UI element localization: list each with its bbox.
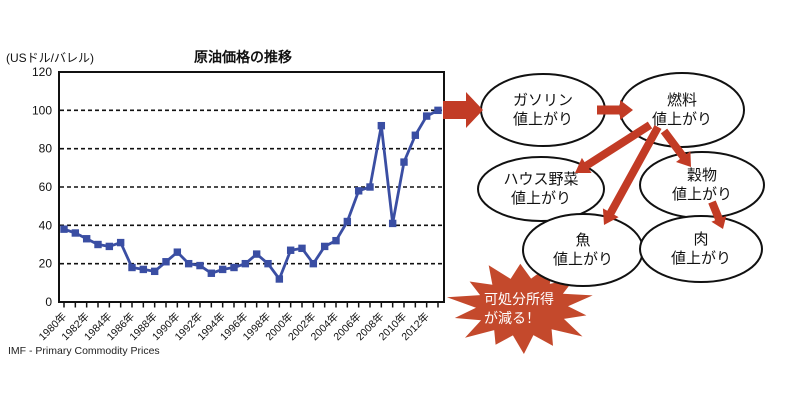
fuel-label-line1: 燃料 bbox=[667, 91, 697, 109]
data-point-marker bbox=[139, 265, 148, 274]
oil-price-line-chart: 0204060801001201980年1982年1984年1986年1988年… bbox=[32, 65, 445, 343]
data-point-marker bbox=[252, 250, 261, 258]
meat-label-line1: 肉 bbox=[693, 231, 708, 248]
arrow-gasoline-to-fuel bbox=[597, 100, 633, 120]
data-point-marker bbox=[309, 259, 318, 268]
data-point-marker bbox=[241, 259, 250, 268]
node-meat: 肉 値上がり bbox=[639, 215, 763, 283]
gasoline-label-line1: ガソリン bbox=[513, 92, 573, 109]
data-point-marker bbox=[434, 106, 442, 115]
y-tick-label: 80 bbox=[39, 142, 53, 156]
node-grain: 穀物 値上がり bbox=[639, 151, 765, 219]
data-point-marker bbox=[298, 244, 306, 253]
data-point-marker bbox=[116, 238, 125, 247]
data-point-marker bbox=[173, 248, 182, 256]
y-tick-label: 0 bbox=[45, 295, 52, 309]
arrow-fuel-to-grain bbox=[660, 128, 691, 167]
greenhouse-vegetables-label-line1: ハウス野菜 bbox=[503, 171, 578, 188]
data-point-marker bbox=[150, 267, 159, 276]
y-tick-label: 40 bbox=[39, 218, 53, 232]
grain-label-line2: 値上がり bbox=[672, 186, 732, 203]
source-note: IMF - Primary Commodity Prices bbox=[8, 345, 160, 357]
fish-ellipse bbox=[522, 213, 644, 287]
data-point-marker bbox=[207, 269, 216, 277]
data-point-marker bbox=[230, 263, 238, 272]
fuel-label-line2: 値上がり bbox=[652, 111, 712, 128]
data-point-marker bbox=[162, 258, 170, 266]
data-point-marker bbox=[94, 240, 102, 249]
data-point-marker bbox=[400, 158, 408, 166]
data-point-marker bbox=[71, 229, 80, 237]
meat-ellipse bbox=[639, 215, 763, 283]
data-point-marker bbox=[60, 225, 68, 233]
y-tick-label: 60 bbox=[39, 180, 53, 194]
meat-label-line2: 値上がり bbox=[671, 250, 731, 267]
data-point-marker bbox=[184, 259, 193, 268]
data-point-marker bbox=[275, 275, 284, 283]
price-line bbox=[63, 109, 439, 281]
arrow-fuel-to-fish bbox=[602, 125, 662, 225]
starburst-label-line1: 可処分所得 bbox=[484, 291, 554, 307]
disposable-income-starburst bbox=[446, 262, 593, 354]
data-point-marker bbox=[343, 217, 352, 226]
data-point-marker bbox=[128, 263, 136, 272]
y-axis-unit-label: (USドル/バレル) bbox=[6, 51, 94, 65]
y-tick-label: 120 bbox=[32, 65, 52, 79]
arrow-grain-to-meat bbox=[708, 200, 727, 229]
data-point-marker bbox=[388, 219, 397, 228]
gasoline-label-line2: 値上がり bbox=[513, 111, 573, 128]
data-point-marker bbox=[286, 246, 295, 254]
data-point-marker bbox=[366, 183, 374, 191]
data-point-marker bbox=[411, 131, 420, 139]
data-point-marker bbox=[196, 261, 204, 270]
data-point-marker bbox=[105, 242, 114, 251]
data-point-marker bbox=[264, 259, 272, 268]
fish-label-line2: 値上がり bbox=[553, 251, 613, 268]
y-tick-label: 20 bbox=[39, 257, 53, 271]
gasoline-ellipse bbox=[480, 73, 606, 147]
data-point-marker bbox=[320, 242, 329, 251]
grain-ellipse bbox=[639, 151, 765, 219]
price-effect-diagram: ガソリン 値上がり 燃料 値上がり ハウス野菜 値上がり 穀物 値上がり 魚 値… bbox=[443, 72, 765, 354]
node-gasoline: ガソリン 値上がり bbox=[480, 73, 606, 147]
fish-label-line1: 魚 bbox=[575, 232, 590, 249]
greenhouse-vegetables-label-line2: 値上がり bbox=[511, 190, 571, 207]
node-greenhouse-vegetables: ハウス野菜 値上がり bbox=[477, 156, 605, 222]
chart-title: 原油価格の推移 bbox=[194, 49, 292, 65]
starburst-label-line2: が減る！ bbox=[484, 310, 540, 326]
arrow-oil-price-chart-to-gasoline bbox=[443, 92, 483, 128]
data-point-marker bbox=[332, 236, 340, 245]
starburst-text: 可処分所得 が減る！ bbox=[484, 291, 554, 326]
data-point-marker bbox=[82, 235, 91, 243]
grain-label-line1: 穀物 bbox=[687, 167, 717, 184]
data-point-marker bbox=[377, 121, 386, 130]
greenhouse-vegetables-ellipse bbox=[477, 156, 605, 222]
data-point-marker bbox=[218, 265, 227, 274]
arrow-fuel-to-greenhouse-vegetables bbox=[575, 121, 653, 173]
y-tick-label: 100 bbox=[32, 103, 52, 117]
data-point-marker bbox=[422, 112, 431, 120]
data-point-marker bbox=[354, 187, 363, 195]
node-fish: 魚 値上がり bbox=[522, 213, 644, 287]
